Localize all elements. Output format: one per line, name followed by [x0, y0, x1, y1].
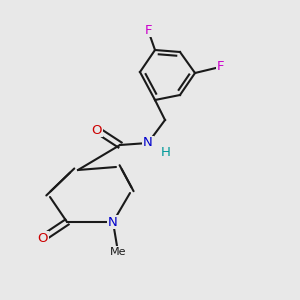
Text: O: O	[92, 124, 102, 136]
Text: F: F	[144, 23, 152, 37]
Text: Me: Me	[110, 247, 126, 257]
Text: N: N	[108, 215, 118, 229]
Text: O: O	[38, 232, 48, 244]
Text: H: H	[161, 146, 171, 160]
Text: N: N	[143, 136, 153, 149]
Text: F: F	[216, 61, 224, 74]
